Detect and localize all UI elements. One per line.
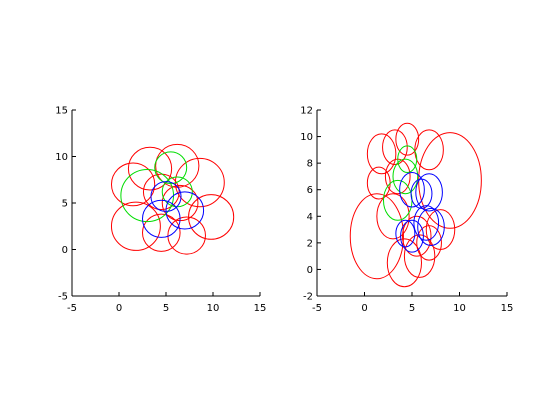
red-ellipse [110,201,161,251]
y-tick-label: -5 [58,292,68,303]
left-plot: -5 0 5 10 15 -5 0 5 10 15 [55,106,266,315]
y-tick-label: 6 [307,185,313,196]
red-ellipse [386,238,422,288]
red-ellipse [349,193,404,280]
blue-ellipse [413,205,440,241]
x-tick-label: 5 [409,303,415,314]
blue-ellipse [410,178,433,209]
red-ellipse [142,173,180,211]
red-ellipse [382,129,408,165]
y-tick-label: 15 [55,106,68,117]
y-tick-label: 8 [307,159,313,170]
x-tick-label: -5 [312,303,322,314]
right-plot: -5 0 5 10 15 -2 0 2 4 6 8 10 12 [300,106,513,315]
y-tick-label: 5 [62,199,68,210]
blue-ellipse [395,219,416,248]
green-ellipse [120,169,175,223]
red-ellipse [403,234,436,278]
y-tick-label: 2 [307,238,313,249]
y-tick-label: 0 [62,245,68,256]
blue-ellipse [165,191,205,230]
x-tick-label: 10 [207,303,220,314]
y-tick-label: 4 [307,212,313,223]
red-ellipse [402,215,432,257]
blue-ellipse [150,181,182,212]
x-tick-label: 5 [163,303,169,314]
red-ellipse [188,194,235,240]
x-tick-label: 15 [501,303,514,314]
x-tick-label: 0 [116,303,122,314]
blue-ellipse [400,219,424,253]
green-ellipse [397,145,418,173]
red-ellipse [416,225,442,261]
red-ellipse [110,162,156,207]
red-ellipse [142,213,181,252]
x-tick-label: 15 [254,303,267,314]
red-ellipse [376,193,410,240]
x-tick-label: 0 [361,303,367,314]
red-ellipse [366,133,397,175]
green-ellipse [383,179,413,221]
x-tick-label: -5 [67,303,77,314]
blue-ellipse [142,199,181,238]
blue-ellipse [417,207,445,247]
red-ellipse [395,122,420,156]
x-tick-label: 10 [453,303,466,314]
red-ellipse [418,132,482,229]
red-ellipse [414,129,444,171]
red-ellipse [167,216,206,255]
y-tick-label: 10 [55,152,68,163]
green-ellipse [392,158,419,195]
blue-ellipse [415,173,443,212]
y-tick-label: 12 [300,106,313,117]
red-ellipse [127,146,173,191]
y-tick-label: 10 [300,132,313,143]
y-tick-label: -2 [303,292,313,303]
y-tick-label: 0 [307,265,313,276]
blue-ellipse [399,171,425,208]
